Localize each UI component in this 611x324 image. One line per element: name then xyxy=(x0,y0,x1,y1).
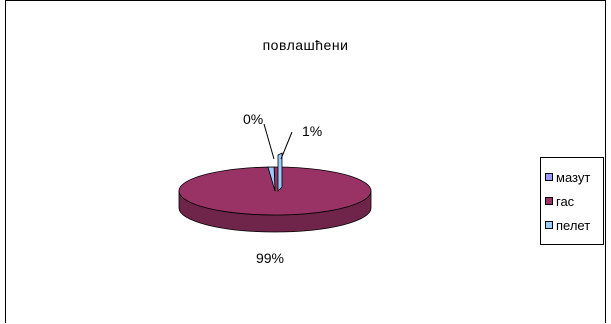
pie-slice-пелет-exploded xyxy=(277,152,283,192)
pie-slice-пелет xyxy=(267,166,276,192)
legend-swatch-пелет xyxy=(545,221,553,229)
chart-area: повлашћени 0% 99% 1% мазут гас пелет xyxy=(5,0,606,323)
legend-label-пелет: пелет xyxy=(556,217,591,233)
legend-item-мазут: мазут xyxy=(545,165,603,189)
leader-line-пелет xyxy=(280,131,293,160)
pie-chart: 0% 99% 1% xyxy=(178,111,372,266)
leader-line-мазут xyxy=(263,123,275,160)
legend-swatch-мазут xyxy=(545,173,553,181)
legend-label-гас: гас xyxy=(556,193,575,209)
legend-item-пелет: пелет xyxy=(545,213,603,237)
legend-label-мазут: мазут xyxy=(556,169,591,185)
legend-swatch-гас xyxy=(545,197,553,205)
legend-item-гас: гас xyxy=(545,189,603,213)
data-label-мазут: 0% xyxy=(243,111,263,127)
chart-title: повлашћени xyxy=(262,37,349,53)
legend: мазут гас пелет xyxy=(540,157,604,245)
data-label-гас: 99% xyxy=(256,250,284,266)
data-label-пелет: 1% xyxy=(302,123,322,139)
